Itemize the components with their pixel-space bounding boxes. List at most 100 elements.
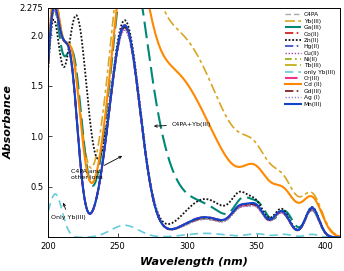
Y-axis label: Absorbance: Absorbance <box>4 86 14 159</box>
Co(II) <box>46 59 51 63</box>
C4PA <box>216 220 220 223</box>
Mn(III) <box>216 218 220 221</box>
Cu(II) <box>65 42 69 45</box>
Ga(III) <box>216 209 220 213</box>
Mn(III) <box>46 59 51 63</box>
Ag (I) <box>216 220 220 223</box>
Ni(II) <box>224 218 228 221</box>
Yb(III) <box>216 98 220 101</box>
Tb(III) <box>224 218 228 221</box>
Mn(III) <box>53 4 57 8</box>
Zn(II) <box>64 60 68 63</box>
Cr(III) <box>232 209 236 212</box>
Tb(III) <box>216 219 220 222</box>
only Yb(III) <box>232 234 236 237</box>
only Yb(III) <box>46 209 51 213</box>
Zn(II) <box>46 66 51 69</box>
Cu(II) <box>268 219 272 222</box>
Tb(III) <box>298 228 302 231</box>
Cd (II) <box>338 235 342 238</box>
Yb(III) <box>64 41 68 44</box>
Cr(III) <box>298 228 302 231</box>
C4PA <box>65 41 69 45</box>
Line: Zn(II): Zn(II) <box>49 15 340 237</box>
Gd(III) <box>298 228 302 231</box>
Gd(III) <box>224 218 228 221</box>
Cu(II) <box>46 63 51 67</box>
Ga(III) <box>224 212 228 215</box>
Gd(III) <box>46 61 51 64</box>
Cr(III) <box>338 236 342 239</box>
Tb(III) <box>46 62 51 65</box>
Line: Tb(III): Tb(III) <box>49 9 340 237</box>
only Yb(III) <box>65 224 69 228</box>
Cd (II) <box>46 53 51 57</box>
C4PA <box>224 219 228 222</box>
Ag (I) <box>46 63 51 66</box>
Gd(III) <box>65 42 69 45</box>
Ag (I) <box>298 228 302 231</box>
only Yb(III) <box>216 233 220 236</box>
Zn(II) <box>74 14 78 17</box>
Cu(II) <box>298 228 302 231</box>
Hg(II) <box>298 228 302 231</box>
Line: Gd(III): Gd(III) <box>49 8 340 237</box>
Tb(III) <box>268 218 272 222</box>
Ga(III) <box>232 205 236 208</box>
Cu(II) <box>338 236 342 239</box>
C4PA <box>268 219 272 222</box>
Zn(II) <box>268 216 272 220</box>
Yb(III) <box>298 195 302 198</box>
Ni(II) <box>232 209 236 213</box>
Gd(III) <box>338 236 342 239</box>
only Yb(III) <box>224 233 228 237</box>
Line: Mn(III): Mn(III) <box>49 6 340 237</box>
Yb(III) <box>268 162 272 165</box>
only Yb(III) <box>53 192 57 196</box>
Yb(III) <box>338 234 342 238</box>
Text: C4PA+Yb(III): C4PA+Yb(III) <box>155 122 211 127</box>
Ni(II) <box>65 42 69 45</box>
Cu(II) <box>224 219 228 222</box>
Ga(III) <box>338 236 342 239</box>
Mn(III) <box>268 218 272 221</box>
Line: Ag (I): Ag (I) <box>49 10 340 237</box>
Text: Only Yb(III): Only Yb(III) <box>51 204 86 220</box>
only Yb(III) <box>298 235 302 238</box>
C4PA <box>338 236 342 239</box>
Ni(II) <box>216 219 220 222</box>
Gd(III) <box>53 7 57 10</box>
Co(II) <box>298 228 302 231</box>
Cr(III) <box>53 4 57 8</box>
C4PA <box>298 228 302 231</box>
Ag (I) <box>232 211 236 214</box>
Co(II) <box>268 218 272 222</box>
Hg(II) <box>338 236 342 239</box>
Mn(III) <box>65 41 69 45</box>
Hg(II) <box>224 218 228 221</box>
Ni(II) <box>298 228 302 231</box>
Line: Hg(II): Hg(II) <box>49 8 340 237</box>
Co(II) <box>224 218 228 221</box>
Mn(III) <box>338 236 342 239</box>
Mn(III) <box>232 208 236 211</box>
Co(II) <box>53 4 57 8</box>
Co(II) <box>338 236 342 239</box>
only Yb(III) <box>338 236 342 239</box>
Tb(III) <box>232 209 236 213</box>
Hg(II) <box>216 218 220 221</box>
Hg(II) <box>232 209 236 212</box>
Ni(II) <box>268 218 272 222</box>
Ga(III) <box>64 54 68 57</box>
only Yb(III) <box>268 234 272 237</box>
Hg(II) <box>65 42 69 45</box>
Cd (II) <box>224 154 228 157</box>
Cr(III) <box>224 218 228 221</box>
Ag (I) <box>338 236 342 239</box>
Cr(III) <box>216 218 220 221</box>
Ga(III) <box>268 216 272 220</box>
Ni(II) <box>53 7 57 10</box>
Line: Co(II): Co(II) <box>49 6 340 237</box>
Line: Cr(III): Cr(III) <box>49 6 340 237</box>
Cu(II) <box>53 9 57 12</box>
